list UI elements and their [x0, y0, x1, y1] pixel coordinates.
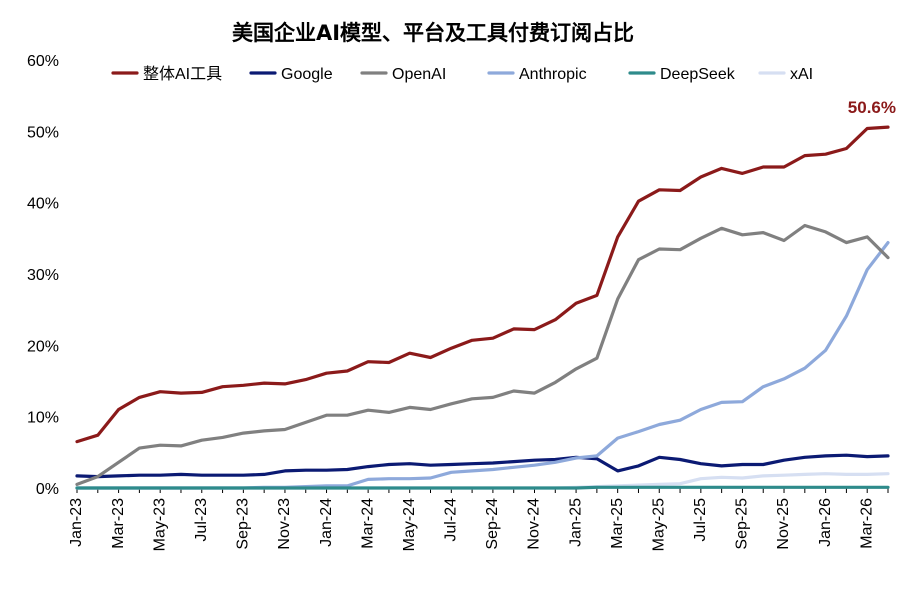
- x-tick-label: Nov-25: [775, 498, 792, 550]
- x-tick-label: Jan-26: [817, 498, 834, 547]
- x-tick-label: Jan-25: [567, 498, 584, 547]
- legend-label: DeepSeek: [660, 66, 736, 83]
- x-tick-label: Mar-23: [110, 498, 127, 549]
- x-tick-label: Jul-23: [193, 498, 210, 542]
- y-tick-label: 0%: [36, 481, 59, 498]
- annotations: 50.6%: [848, 98, 896, 117]
- x-tick-label: Sep-24: [484, 498, 501, 550]
- legend-item-google: Google: [249, 66, 333, 83]
- y-tick-label: 20%: [27, 338, 59, 355]
- x-tick-label: Jul-24: [443, 498, 460, 542]
- chart-title: 美国企业AI模型、平台及工具付费订阅占比: [232, 21, 634, 45]
- y-tick-label: 40%: [27, 196, 59, 213]
- legend-item-anthropic: Anthropic: [487, 66, 587, 83]
- legend-item-ai: 整体AI工具: [111, 65, 222, 83]
- x-tick-label: Sep-25: [734, 498, 751, 550]
- y-tick-label: 10%: [27, 410, 59, 427]
- x-tick-label: Jul-25: [692, 498, 709, 542]
- x-tick-label: Mar-24: [359, 498, 376, 549]
- series-line-openai: [75, 223, 890, 486]
- axes: 0% 10% 20% 30% 40% 50% 60% Jan-23 Mar-23 May-23 Ju…: [27, 53, 889, 551]
- x-tick-label: Nov-23: [276, 498, 293, 550]
- legend-label: Anthropic: [519, 66, 587, 83]
- legend-item-xai: xAI: [758, 66, 813, 83]
- x-tick-label: Sep-23: [235, 498, 252, 550]
- legend-label: xAI: [790, 66, 813, 83]
- y-tick-label: 50%: [27, 124, 59, 141]
- x-tick-label: Nov-24: [526, 498, 543, 550]
- y-tick-label: 30%: [27, 267, 59, 284]
- y-tick-label: 60%: [27, 53, 59, 70]
- x-tick-label: May-25: [650, 498, 667, 551]
- x-tick-label: May-23: [151, 498, 168, 551]
- x-tick-label: Mar-26: [858, 498, 875, 549]
- series-layer: [75, 125, 890, 490]
- series-line-deepseek: [75, 485, 890, 490]
- x-tick-label: Jan-23: [68, 498, 85, 547]
- series-line-ai: [75, 125, 890, 444]
- x-tick-label: May-24: [401, 498, 418, 551]
- legend-item-deepseek: DeepSeek: [628, 66, 736, 83]
- legend-item-openai: OpenAI: [360, 66, 446, 83]
- legend-label: OpenAI: [392, 66, 446, 83]
- data-label-annotation: 50.6%: [848, 98, 896, 117]
- legend: 整体AI工具 Google OpenAI Anthropic DeepSeek xAI: [111, 65, 813, 83]
- legend-label: Google: [281, 66, 333, 83]
- x-tick-label: Mar-25: [609, 498, 626, 549]
- series-line-anthropic: [75, 241, 890, 490]
- legend-label: 整体AI工具: [143, 65, 222, 83]
- x-tick-label: Jan-24: [318, 498, 335, 547]
- series-line-google: [75, 453, 890, 479]
